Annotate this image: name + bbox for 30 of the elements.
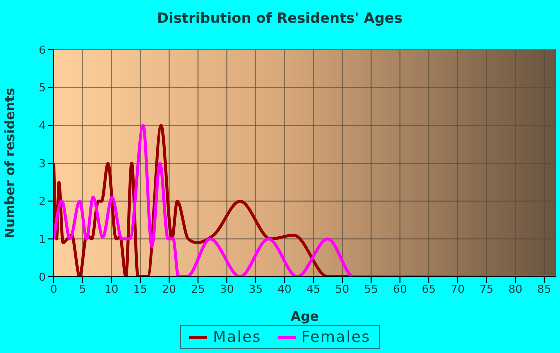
y-tick-label: 3 bbox=[39, 157, 46, 170]
x-axis-title: Age bbox=[290, 310, 320, 325]
x-tick-label: 65 bbox=[422, 282, 436, 296]
x-tick-label: 25 bbox=[191, 282, 206, 296]
x-tick-label: 75 bbox=[480, 282, 494, 296]
x-tick-label: 45 bbox=[306, 282, 321, 296]
y-tick-label: 6 bbox=[39, 44, 46, 57]
x-tick-label: 20 bbox=[162, 282, 176, 296]
y-axis-title: Number of residents bbox=[4, 88, 19, 239]
x-tick-label: 60 bbox=[393, 282, 408, 296]
x-tick-label: 0 bbox=[50, 282, 58, 296]
x-tick-label: 80 bbox=[508, 282, 523, 296]
x-tick-label: 55 bbox=[364, 282, 378, 296]
chart-title: Distribution of Residents' Ages bbox=[156, 11, 404, 27]
x-tick-label: 85 bbox=[537, 282, 552, 296]
x-tick-label: 70 bbox=[450, 282, 465, 296]
x-tick-label: 5 bbox=[79, 282, 86, 296]
x-tick-label: 50 bbox=[336, 282, 350, 296]
legend-label: Males bbox=[212, 328, 262, 346]
x-tick-label: 15 bbox=[134, 282, 148, 296]
x-tick-label: 30 bbox=[220, 282, 234, 296]
y-tick-label: 5 bbox=[39, 82, 46, 95]
x-tick-label: 40 bbox=[278, 282, 292, 296]
x-tick-label: 35 bbox=[248, 282, 263, 296]
y-tick-label: 0 bbox=[39, 270, 46, 284]
y-tick-label: 2 bbox=[39, 195, 46, 208]
y-tick-label: 4 bbox=[39, 120, 46, 133]
y-tick-label: 1 bbox=[39, 233, 46, 246]
legend-label: Females bbox=[300, 328, 371, 346]
x-tick-label: 10 bbox=[104, 282, 119, 296]
